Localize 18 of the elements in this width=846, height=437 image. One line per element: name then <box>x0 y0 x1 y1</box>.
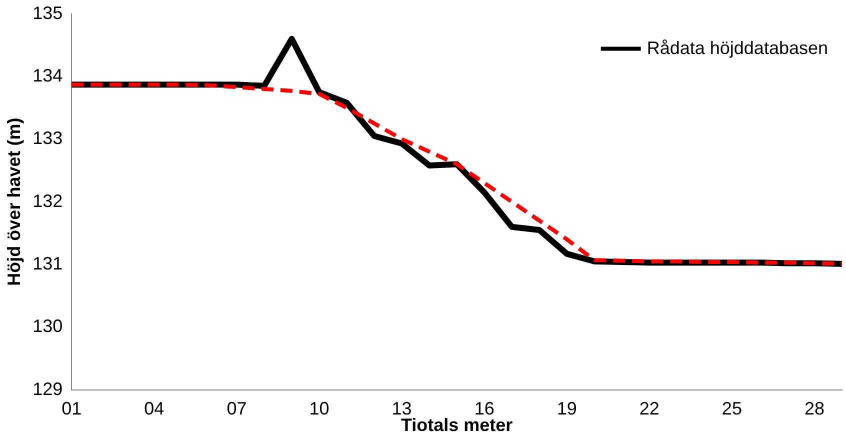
x-tick-label: 22 <box>639 398 660 419</box>
x-tick-label: 28 <box>804 398 825 419</box>
y-tick-label: 129 <box>32 378 63 399</box>
y-tick-label: 134 <box>32 65 63 86</box>
y-tick-label: 132 <box>32 190 63 211</box>
x-tick-label: 19 <box>556 398 577 419</box>
y-tick-label: 135 <box>32 2 63 23</box>
legend-label: Rådata höjddatabasen <box>646 38 828 58</box>
y-tick-label: 131 <box>32 253 63 274</box>
x-tick-label: 25 <box>722 398 742 419</box>
y-tick-label: 133 <box>32 128 63 148</box>
x-tick-label: 04 <box>144 398 164 419</box>
line-series <box>70 82 844 266</box>
x-tick-label: 07 <box>226 398 247 419</box>
y-tick-label: 130 <box>32 316 63 336</box>
x-tick-label: 01 <box>62 398 82 419</box>
y-axis-title: Höjd över havet (m) <box>4 118 24 286</box>
x-tick-label: 10 <box>309 398 330 419</box>
